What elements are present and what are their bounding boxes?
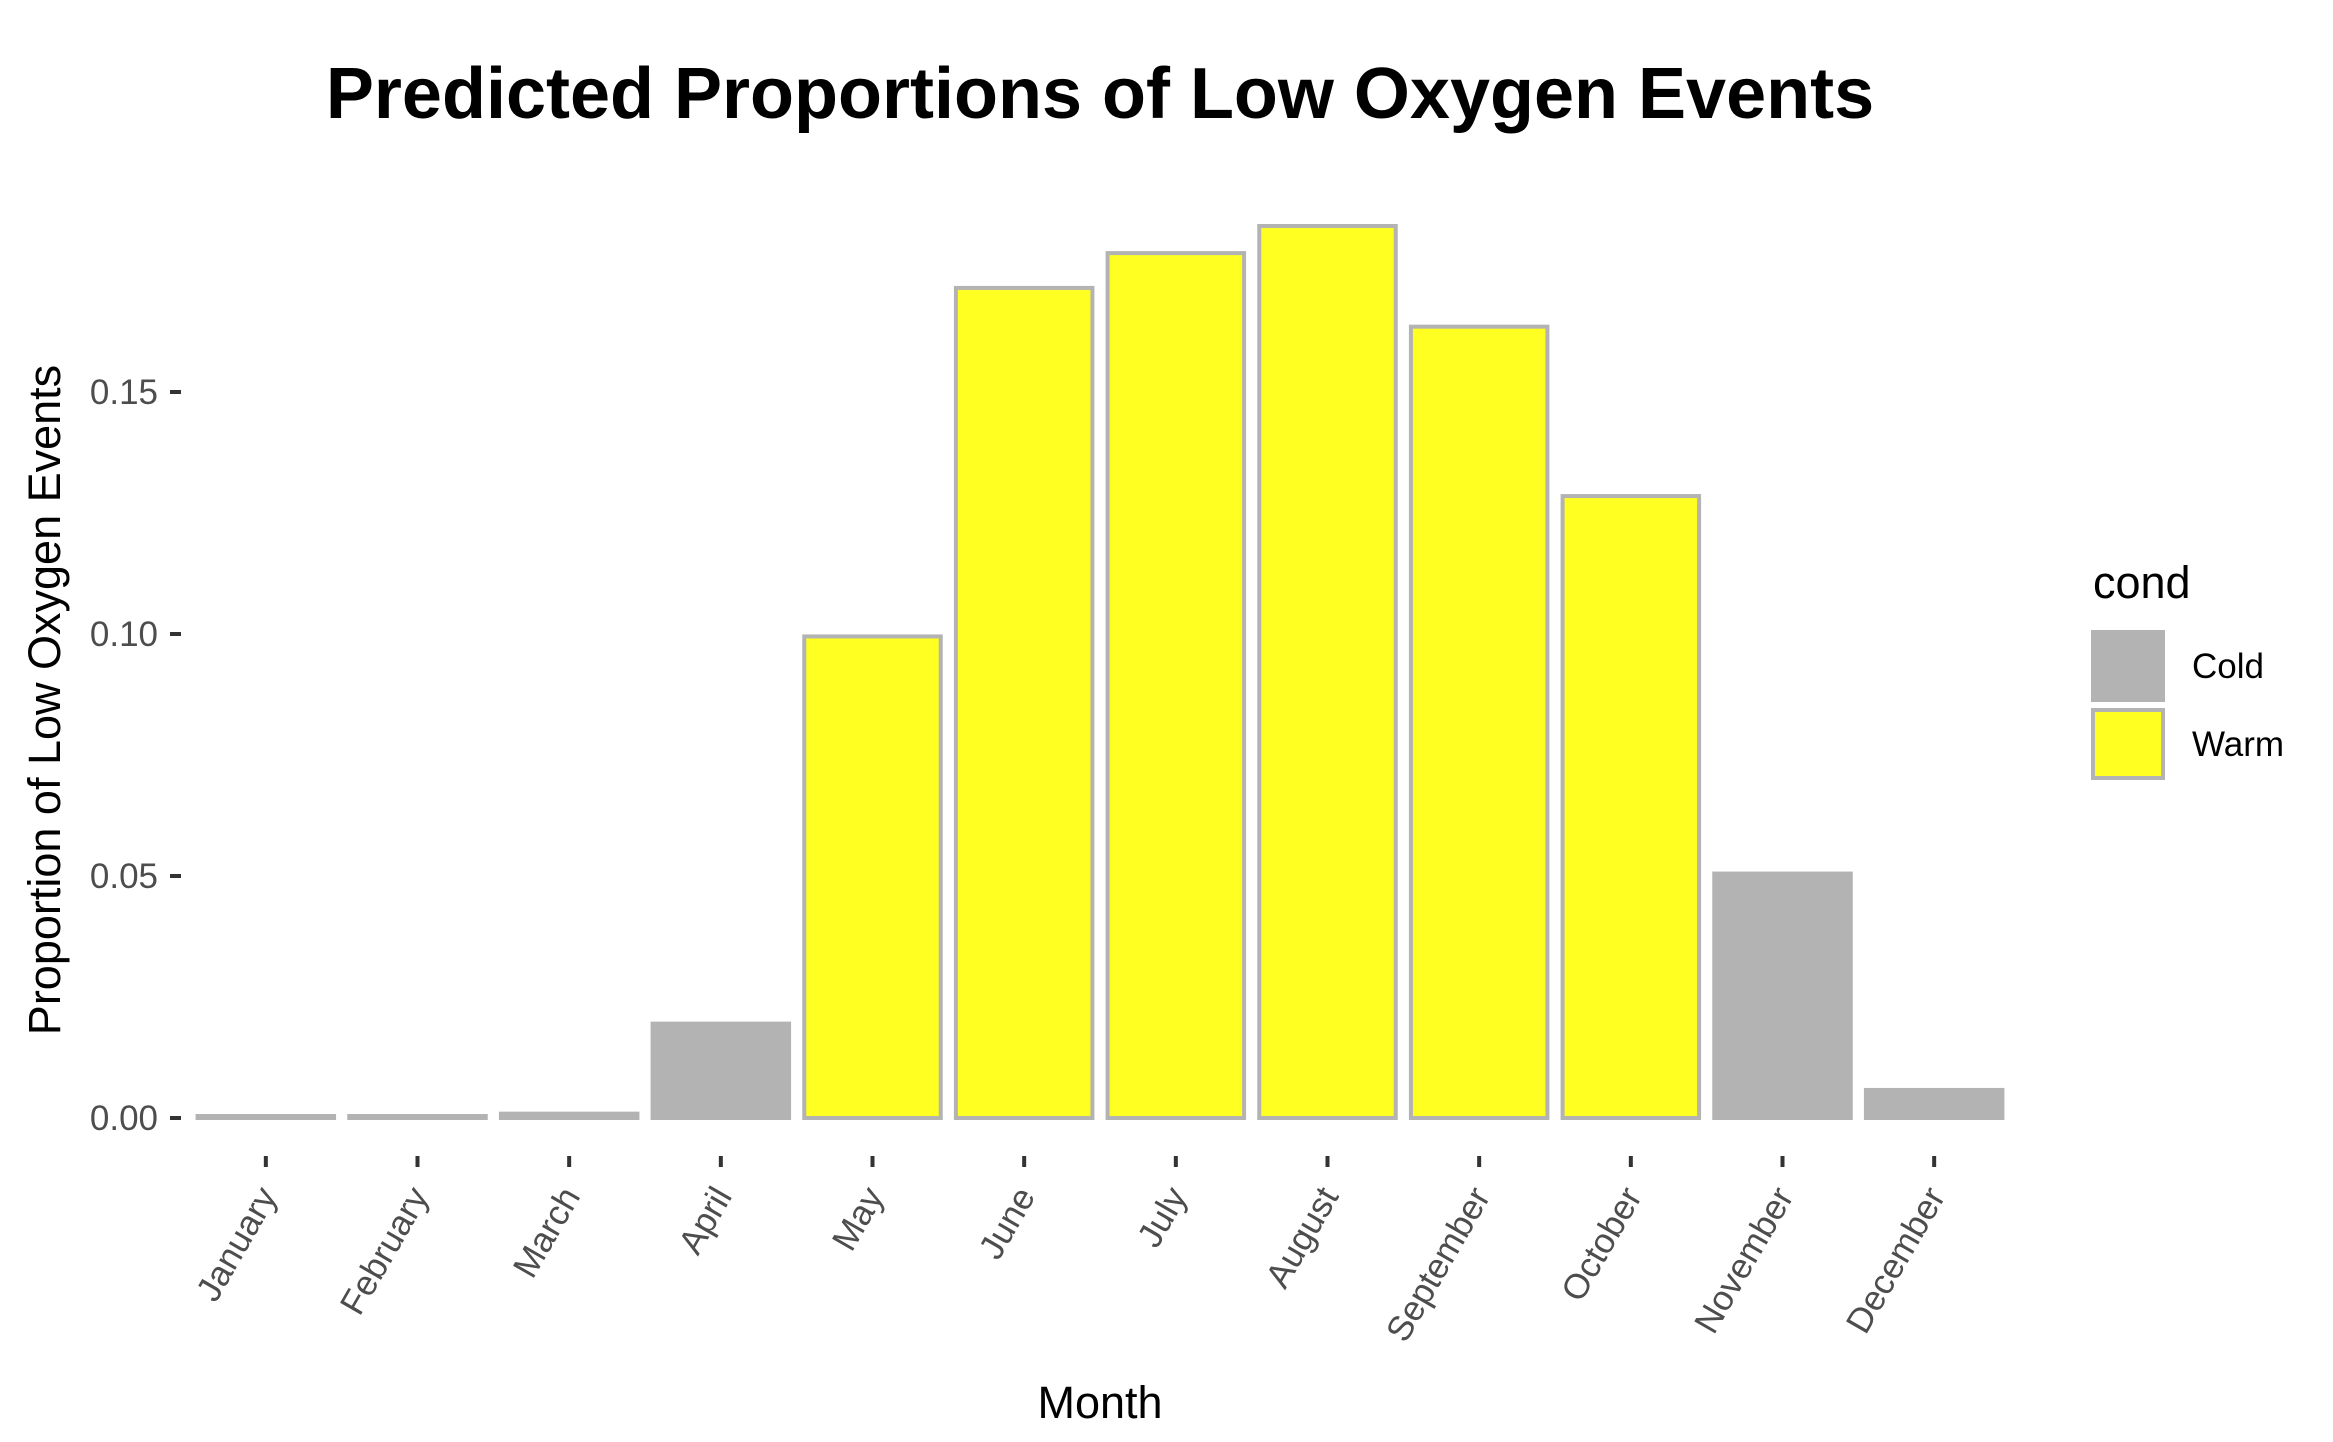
bar-january bbox=[195, 1114, 337, 1120]
chart-title: Predicted Proportions of Low Oxygen Even… bbox=[326, 54, 1874, 134]
bar-september bbox=[1408, 324, 1550, 1121]
y-axis-title: Proportion of Low Oxygen Events bbox=[19, 365, 70, 1035]
bar-june bbox=[953, 285, 1095, 1120]
bar-october bbox=[1560, 494, 1702, 1120]
x-tick-label: September bbox=[1379, 1180, 1499, 1348]
y-axis: 0.00 0.05 0.10 0.15 bbox=[90, 373, 181, 1138]
bar-february bbox=[347, 1114, 488, 1120]
x-tick-label: November bbox=[1687, 1180, 1802, 1340]
bar-march bbox=[498, 1111, 640, 1121]
x-tick-label: April bbox=[671, 1181, 740, 1261]
y-tick-label: 0.00 bbox=[90, 1099, 158, 1138]
bar-november bbox=[1712, 871, 1853, 1121]
x-axis-title: Month bbox=[1037, 1377, 1162, 1428]
x-tick-label: March bbox=[506, 1181, 588, 1285]
bar-april bbox=[650, 1021, 792, 1120]
x-tick-label: June bbox=[971, 1181, 1043, 1266]
legend-key-cold bbox=[2091, 630, 2165, 702]
y-tick-label: 0.10 bbox=[90, 615, 158, 654]
y-tick-label: 0.15 bbox=[90, 373, 158, 412]
x-tick-label: December bbox=[1839, 1180, 1954, 1340]
x-tick-label: May bbox=[825, 1180, 892, 1257]
bar-august bbox=[1257, 223, 1398, 1121]
legend-label-warm: Warm bbox=[2192, 725, 2284, 764]
legend-label-cold: Cold bbox=[2192, 647, 2264, 686]
y-tick-label: 0.05 bbox=[90, 857, 158, 896]
bar-july bbox=[1105, 251, 1247, 1121]
x-tick-label: February bbox=[333, 1180, 437, 1321]
x-tick-label: July bbox=[1130, 1180, 1195, 1254]
bar-december bbox=[1863, 1087, 2005, 1120]
legend: cond Cold Warm bbox=[2091, 557, 2284, 780]
legend-title: cond bbox=[2093, 557, 2191, 608]
x-axis: January February March April May June July Augu… bbox=[189, 1156, 1954, 1348]
bar-may bbox=[802, 634, 943, 1120]
x-tick-label: October bbox=[1554, 1180, 1650, 1308]
bars bbox=[195, 223, 2005, 1121]
legend-key-warm bbox=[2091, 708, 2165, 780]
x-tick-label: January bbox=[189, 1180, 285, 1308]
x-tick-label: August bbox=[1258, 1180, 1346, 1294]
